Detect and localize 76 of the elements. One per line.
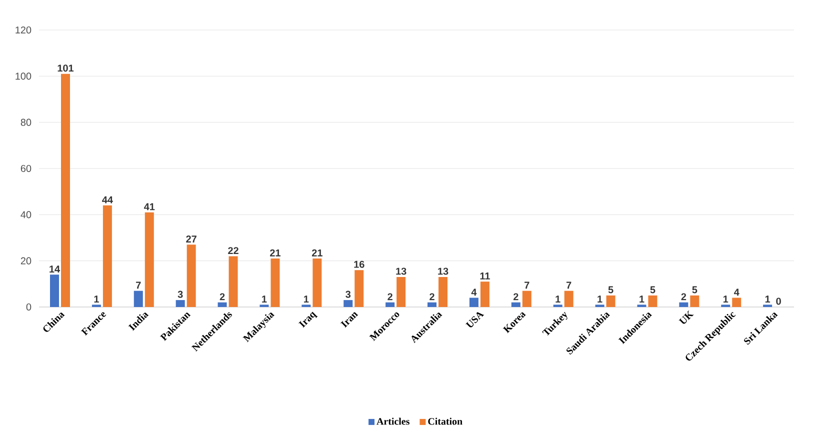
bar [396, 276, 406, 307]
data-label: 101 [58, 64, 74, 72]
x-tick-label: Iran [340, 312, 358, 328]
data-label: 2 [681, 293, 686, 300]
bar [270, 258, 280, 307]
data-label: 1 [723, 296, 728, 302]
data-label: 41 [144, 203, 155, 210]
data-label: 5 [692, 286, 698, 294]
bar [606, 295, 616, 307]
y-tick-label: 40 [20, 211, 32, 218]
y-tick-label: 20 [20, 257, 32, 264]
data-label: 7 [524, 282, 530, 289]
data-label: 1 [598, 296, 602, 302]
data-label: 14 [50, 266, 60, 272]
data-label: 13 [396, 268, 406, 275]
data-label: 1 [94, 296, 99, 302]
data-label: 1 [262, 296, 267, 302]
data-label: 4 [471, 288, 477, 296]
y-tick-label: 60 [20, 164, 32, 172]
bar [564, 290, 574, 307]
y-tick-label: 120 [16, 26, 32, 34]
data-label: 11 [480, 272, 490, 280]
data-label: 16 [354, 260, 364, 268]
data-label: 21 [312, 249, 322, 256]
bar [480, 282, 490, 307]
data-label: 1 [556, 296, 560, 302]
data-label: 13 [438, 268, 448, 275]
data-label: 0 [776, 298, 781, 305]
y-tick-label: 0 [26, 303, 32, 311]
bar [522, 290, 532, 307]
data-label: 1 [640, 296, 644, 302]
data-label: 5 [650, 286, 656, 294]
data-label: 3 [178, 290, 183, 298]
y-tick-label: 100 [16, 72, 32, 80]
data-label: 1 [304, 296, 309, 302]
x-tick-label: Iraq [298, 312, 318, 328]
data-label: 3 [346, 290, 351, 298]
data-label: 5 [608, 286, 614, 294]
data-label: 2 [513, 293, 518, 300]
bar [61, 74, 70, 307]
bar [228, 256, 238, 307]
x-tick-label: USA [466, 312, 484, 328]
data-label: 4 [734, 288, 740, 296]
bar [144, 212, 154, 307]
bar [50, 274, 59, 307]
data-label: 22 [228, 247, 238, 254]
bar [134, 290, 143, 307]
bar [386, 302, 395, 307]
bar [438, 276, 448, 307]
bar [469, 298, 478, 307]
data-label: 1 [765, 296, 770, 302]
bar [354, 270, 364, 307]
bar [679, 302, 688, 307]
bar [176, 300, 185, 307]
x-tick-label: UK [678, 310, 694, 324]
legend-label: Articles [376, 418, 410, 425]
y-tick-label: 80 [20, 118, 32, 126]
data-label: 21 [270, 249, 280, 256]
bar [690, 295, 700, 307]
bar [102, 205, 112, 307]
bar [218, 302, 227, 307]
data-label: 2 [220, 293, 225, 300]
bar [511, 302, 520, 307]
bar [732, 298, 742, 307]
bar [648, 295, 658, 307]
bar [428, 302, 437, 307]
legend-label: Citation [428, 418, 462, 425]
data-label: 27 [186, 236, 196, 242]
bar [344, 300, 353, 307]
data-label: 2 [388, 293, 392, 300]
bar [312, 258, 322, 307]
data-label: 7 [136, 282, 141, 289]
data-label: 7 [566, 282, 572, 289]
data-label: 2 [430, 293, 434, 300]
bar [186, 244, 196, 307]
data-label: 44 [102, 196, 113, 204]
